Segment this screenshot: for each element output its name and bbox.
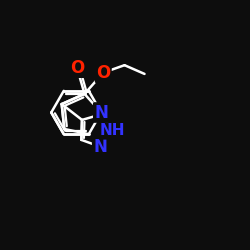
Text: NH: NH [100, 124, 125, 138]
Text: O: O [70, 59, 84, 77]
Text: O: O [96, 64, 110, 82]
Text: N: N [93, 138, 107, 156]
Text: N: N [94, 104, 108, 122]
